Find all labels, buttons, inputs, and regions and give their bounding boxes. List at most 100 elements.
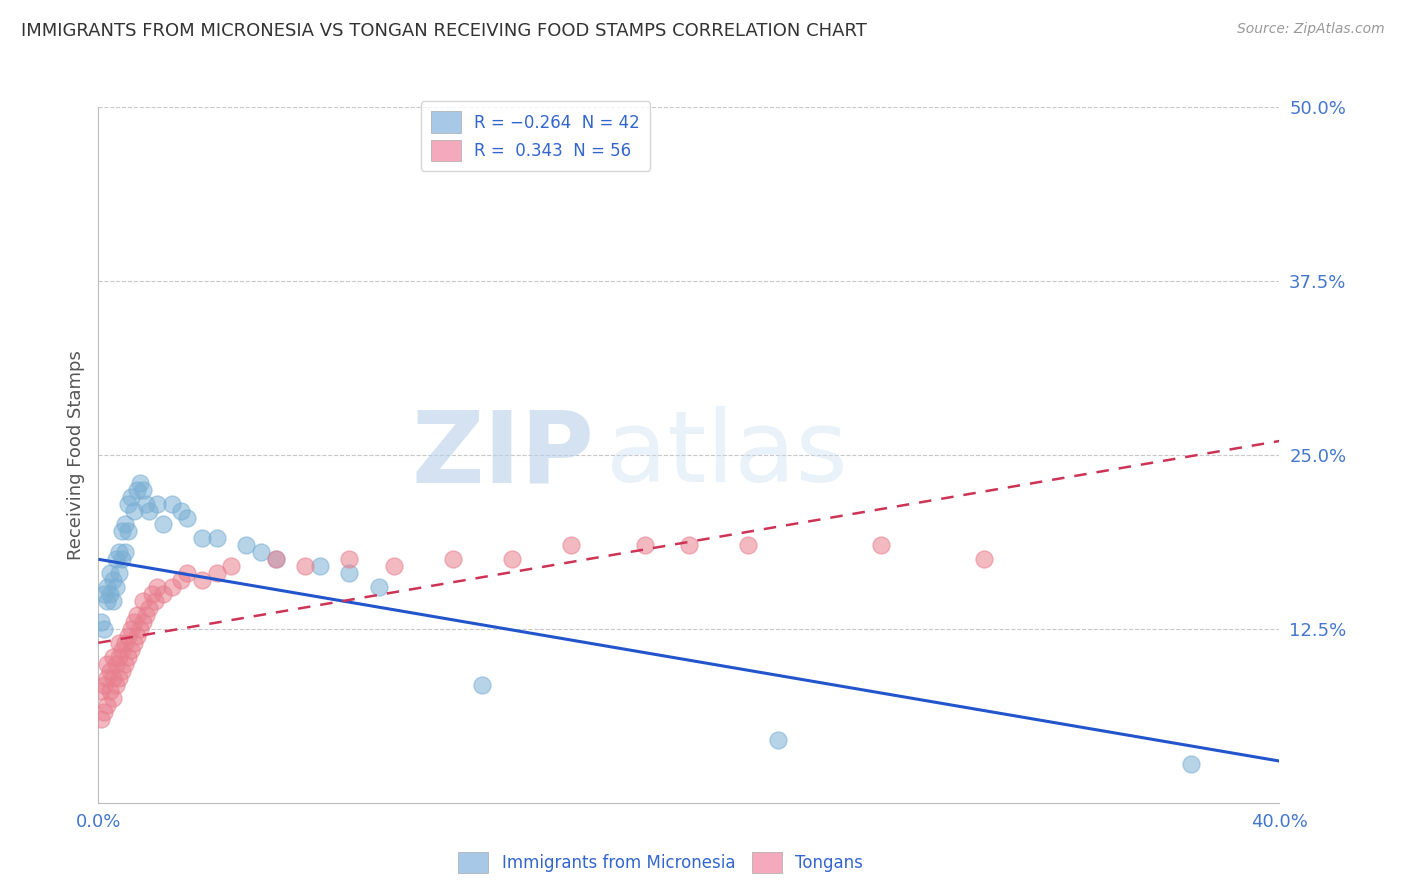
Point — [117, 524, 139, 539]
Point — [205, 532, 228, 546]
Point — [98, 684, 121, 698]
Point — [96, 594, 118, 608]
Point — [90, 684, 112, 698]
Point — [90, 615, 112, 629]
Point — [264, 552, 287, 566]
Point — [98, 664, 121, 678]
Point — [128, 622, 150, 636]
Point — [125, 483, 148, 497]
Point — [111, 664, 134, 678]
Point — [766, 733, 789, 747]
Point — [93, 706, 115, 720]
Point — [219, 559, 242, 574]
Point — [152, 587, 174, 601]
Point — [96, 698, 118, 713]
Point — [235, 538, 257, 552]
Y-axis label: Receiving Food Stamps: Receiving Food Stamps — [66, 350, 84, 560]
Point — [98, 587, 121, 601]
Point — [93, 677, 115, 691]
Point — [105, 657, 128, 671]
Point — [120, 642, 142, 657]
Point — [205, 566, 228, 581]
Point — [146, 497, 169, 511]
Point — [191, 573, 214, 587]
Point — [108, 671, 131, 685]
Point — [135, 497, 157, 511]
Point — [191, 532, 214, 546]
Point — [162, 580, 183, 594]
Point — [96, 671, 118, 685]
Point — [973, 552, 995, 566]
Point — [98, 566, 121, 581]
Point — [108, 545, 131, 559]
Point — [737, 538, 759, 552]
Point — [120, 490, 142, 504]
Point — [114, 517, 136, 532]
Point — [125, 607, 148, 622]
Point — [560, 538, 582, 552]
Point — [114, 545, 136, 559]
Point — [382, 559, 405, 574]
Point — [108, 649, 131, 664]
Point — [309, 559, 332, 574]
Point — [122, 615, 145, 629]
Point — [105, 552, 128, 566]
Point — [170, 573, 193, 587]
Legend: Immigrants from Micronesia, Tongans: Immigrants from Micronesia, Tongans — [451, 846, 870, 880]
Point — [114, 657, 136, 671]
Point — [339, 566, 360, 581]
Point — [294, 559, 316, 574]
Point — [141, 587, 163, 601]
Point — [501, 552, 523, 566]
Point — [143, 594, 166, 608]
Point — [441, 552, 464, 566]
Point — [138, 601, 160, 615]
Point — [105, 677, 128, 691]
Point — [122, 636, 145, 650]
Point — [170, 503, 193, 517]
Text: Source: ZipAtlas.com: Source: ZipAtlas.com — [1237, 22, 1385, 37]
Point — [368, 580, 391, 594]
Point — [111, 552, 134, 566]
Point — [117, 629, 139, 643]
Point — [128, 475, 150, 490]
Point — [103, 573, 125, 587]
Point — [103, 594, 125, 608]
Point — [111, 642, 134, 657]
Point — [103, 671, 125, 685]
Point — [103, 691, 125, 706]
Point — [117, 649, 139, 664]
Point — [146, 580, 169, 594]
Point — [135, 607, 157, 622]
Point — [108, 636, 131, 650]
Point — [111, 524, 134, 539]
Text: IMMIGRANTS FROM MICRONESIA VS TONGAN RECEIVING FOOD STAMPS CORRELATION CHART: IMMIGRANTS FROM MICRONESIA VS TONGAN REC… — [21, 22, 868, 40]
Text: atlas: atlas — [606, 407, 848, 503]
Point — [114, 636, 136, 650]
Point — [96, 657, 118, 671]
Text: ZIP: ZIP — [412, 407, 595, 503]
Point — [125, 629, 148, 643]
Point — [176, 510, 198, 524]
Point — [176, 566, 198, 581]
Point — [108, 566, 131, 581]
Point — [869, 538, 891, 552]
Point — [103, 649, 125, 664]
Point — [138, 503, 160, 517]
Point — [633, 538, 655, 552]
Point — [250, 545, 273, 559]
Point — [152, 517, 174, 532]
Point — [471, 677, 494, 691]
Point — [264, 552, 287, 566]
Point — [132, 615, 155, 629]
Point — [162, 497, 183, 511]
Point — [93, 587, 115, 601]
Point — [132, 483, 155, 497]
Point — [120, 622, 142, 636]
Point — [117, 497, 139, 511]
Legend: R = −0.264  N = 42, R =  0.343  N = 56: R = −0.264 N = 42, R = 0.343 N = 56 — [420, 102, 650, 171]
Point — [93, 622, 115, 636]
Point — [132, 594, 155, 608]
Point — [96, 580, 118, 594]
Point — [122, 503, 145, 517]
